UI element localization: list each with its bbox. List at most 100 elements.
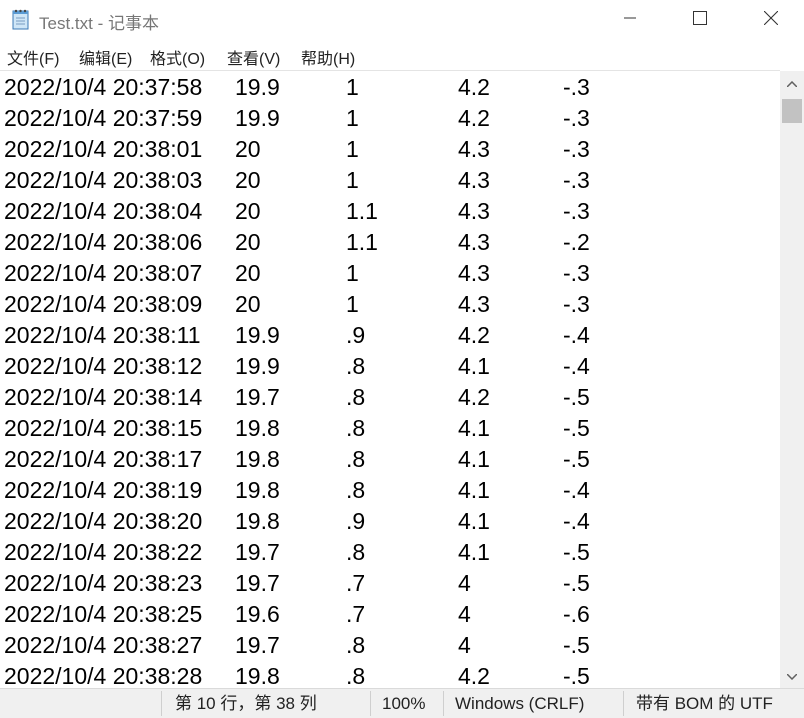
menu-file[interactable]: 文件(F) <box>7 51 60 68</box>
line-timestamp: 2022/10/4 20:38:25 <box>4 601 203 627</box>
line-timestamp: 2022/10/4 20:38:11 <box>4 322 201 348</box>
line-col-4: -.3 <box>563 198 590 224</box>
status-encoding: 带有 BOM 的 UTF <box>636 694 773 713</box>
line-col-3: 4.3 <box>458 198 490 224</box>
line-col-2: 1 <box>346 105 359 131</box>
line-timestamp: 2022/10/4 20:37:58 <box>4 74 203 100</box>
menu-help[interactable]: 帮助(H) <box>301 51 356 68</box>
line-col-1: 19.7 <box>235 539 280 565</box>
menu-view[interactable]: 查看(V) <box>227 51 281 68</box>
menu-format[interactable]: 格式(O) <box>150 51 206 68</box>
line-col-1: 19.9 <box>235 353 280 379</box>
line-timestamp: 2022/10/4 20:38:09 <box>4 291 203 317</box>
line-col-1: 19.8 <box>235 446 280 472</box>
line-col-2: 1 <box>346 260 359 286</box>
line-col-3: 4.2 <box>458 384 490 410</box>
status-cursor-position: 第 10 行，第 38 列 <box>175 694 317 713</box>
line-col-4: -.5 <box>563 632 590 658</box>
line-col-2: 1 <box>346 136 359 162</box>
scroll-thumb[interactable] <box>782 99 802 123</box>
line-timestamp: 2022/10/4 20:38:03 <box>4 167 203 193</box>
line-col-3: 4.1 <box>458 539 490 565</box>
text-editor[interactable]: 2022/10/4 20:37:58 19.9 1 4.2 -.3 2022/10/4 2… <box>0 70 780 689</box>
line-col-1: 20 <box>235 167 261 193</box>
status-separator <box>161 691 162 716</box>
line-col-1: 19.8 <box>235 508 280 534</box>
line-col-2: .9 <box>346 508 366 534</box>
vertical-scrollbar[interactable] <box>780 71 804 688</box>
line-col-4: -.4 <box>563 322 590 348</box>
close-icon <box>763 10 779 30</box>
minimize-icon <box>624 11 636 29</box>
line-col-3: 4 <box>458 601 471 627</box>
line-col-3: 4.2 <box>458 74 490 100</box>
title-bar: Test.txt - 记事本 <box>0 0 804 40</box>
line-col-3: 4.3 <box>458 136 490 162</box>
line-col-3: 4.1 <box>458 415 490 441</box>
line-col-3: 4.1 <box>458 353 490 379</box>
minimize-button[interactable] <box>597 0 663 40</box>
line-timestamp: 2022/10/4 20:38:15 <box>4 415 203 441</box>
line-timestamp: 2022/10/4 20:38:28 <box>4 663 203 689</box>
line-col-3: 4.2 <box>458 105 490 131</box>
line-col-4: -.4 <box>563 508 590 534</box>
line-col-2: .8 <box>346 446 366 472</box>
line-timestamp: 2022/10/4 20:38:01 <box>4 136 203 162</box>
line-col-4: -.4 <box>563 477 590 503</box>
line-col-3: 4.1 <box>458 508 490 534</box>
line-col-1: 19.8 <box>235 415 280 441</box>
status-separator <box>370 691 371 716</box>
line-col-2: .8 <box>346 539 366 565</box>
line-col-4: -.3 <box>563 74 590 100</box>
line-col-4: -.4 <box>563 353 590 379</box>
line-col-1: 19.7 <box>235 632 280 658</box>
status-line-ending: Windows (CRLF) <box>455 694 585 713</box>
chevron-up-icon <box>786 74 798 92</box>
line-col-1: 19.7 <box>235 384 280 410</box>
close-button[interactable] <box>738 0 804 40</box>
line-col-1: 20 <box>235 229 261 255</box>
line-col-3: 4 <box>458 570 471 596</box>
line-timestamp: 2022/10/4 20:38:07 <box>4 260 203 286</box>
line-col-2: .8 <box>346 384 366 410</box>
line-col-4: -.5 <box>563 663 590 689</box>
line-timestamp: 2022/10/4 20:38:27 <box>4 632 203 658</box>
line-col-2: 1 <box>346 291 359 317</box>
line-col-4: -.5 <box>563 384 590 410</box>
status-separator <box>623 691 624 716</box>
line-col-4: -.3 <box>563 105 590 131</box>
line-col-2: 1.1 <box>346 198 378 224</box>
menu-bar: 文件(F) 编辑(E) 格式(O) 查看(V) 帮助(H) <box>0 42 804 70</box>
line-col-3: 4 <box>458 632 471 658</box>
maximize-button[interactable] <box>667 0 733 40</box>
scroll-up-button[interactable] <box>780 71 804 95</box>
line-col-3: 4.3 <box>458 229 490 255</box>
window-title: Test.txt - 记事本 <box>39 14 159 33</box>
line-col-2: .8 <box>346 415 366 441</box>
line-col-2: .9 <box>346 322 366 348</box>
line-col-4: -.3 <box>563 167 590 193</box>
line-col-4: -.3 <box>563 291 590 317</box>
line-col-4: -.3 <box>563 136 590 162</box>
scroll-down-button[interactable] <box>780 664 804 688</box>
line-col-1: 20 <box>235 260 261 286</box>
line-col-2: .7 <box>346 570 366 596</box>
status-separator <box>443 691 444 716</box>
line-col-1: 19.9 <box>235 74 280 100</box>
line-timestamp: 2022/10/4 20:38:04 <box>4 198 203 224</box>
line-col-2: .8 <box>346 353 366 379</box>
status-bar: 第 10 行，第 38 列 100% Windows (CRLF) 带有 BOM… <box>0 688 804 718</box>
chevron-down-icon <box>786 667 798 685</box>
line-col-1: 19.9 <box>235 105 280 131</box>
line-col-3: 4.3 <box>458 260 490 286</box>
menu-edit[interactable]: 编辑(E) <box>79 51 133 68</box>
line-timestamp: 2022/10/4 20:37:59 <box>4 105 203 131</box>
line-col-4: -.5 <box>563 415 590 441</box>
line-timestamp: 2022/10/4 20:38:23 <box>4 570 203 596</box>
line-col-4: -.6 <box>563 601 590 627</box>
line-timestamp: 2022/10/4 20:38:20 <box>4 508 203 534</box>
line-col-1: 20 <box>235 136 261 162</box>
line-timestamp: 2022/10/4 20:38:12 <box>4 353 203 379</box>
line-col-4: -.5 <box>563 446 590 472</box>
line-col-1: 20 <box>235 198 261 224</box>
